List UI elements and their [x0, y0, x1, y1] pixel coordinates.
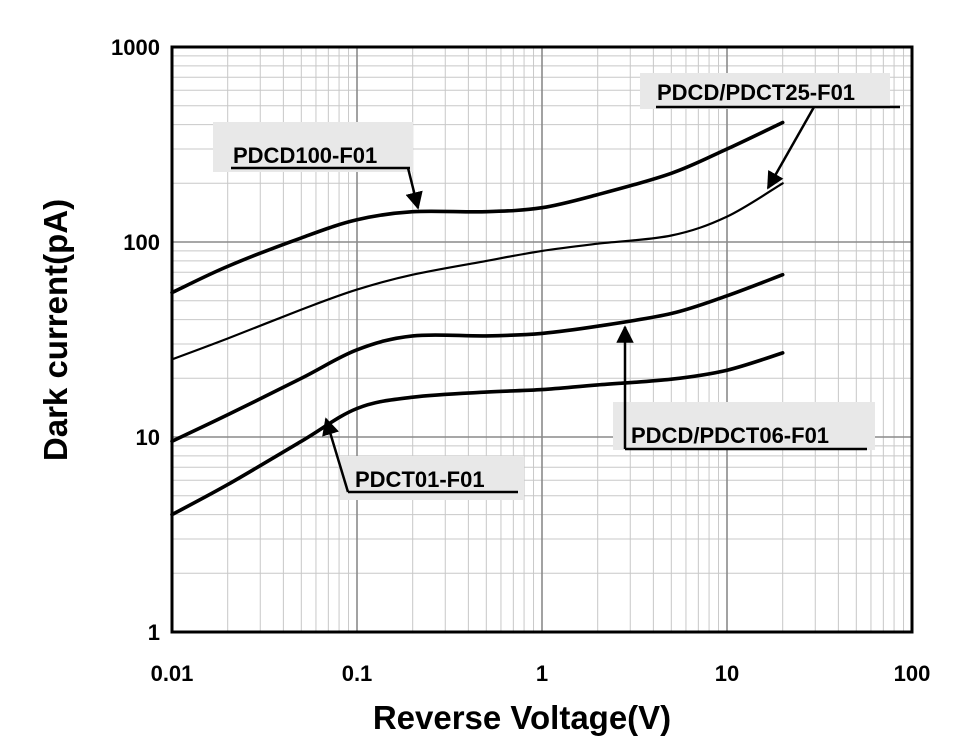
annotation-label-pdct01: PDCT01-F01	[355, 467, 485, 492]
annotation-box	[613, 402, 875, 450]
annotation-label-pdcd100: PDCD100-F01	[233, 143, 377, 168]
annotation-arrow	[322, 417, 350, 493]
series-line-pdcd100-f01	[170, 120, 785, 295]
annotation-pdcd25: PDCD/PDCT25-F01	[640, 73, 900, 190]
y-tick-label: 1000	[111, 35, 160, 60]
annotation-box	[213, 122, 413, 172]
y-tick-label: 10	[136, 425, 160, 450]
x-axis-title: Reverse Voltage(V)	[373, 699, 671, 736]
plot-frame	[170, 45, 914, 634]
x-tick-label: 1	[536, 661, 548, 686]
annotation-arrow	[766, 106, 816, 190]
series-line-pdcd-pdct25-f01	[170, 182, 784, 361]
x-tick-label: 100	[894, 661, 931, 686]
annotation-label-pdcd25: PDCD/PDCT25-F01	[657, 80, 855, 105]
x-tick-label: 0.01	[151, 661, 194, 686]
annotation-pdct01: PDCT01-F01	[322, 417, 524, 500]
y-tick-label: 1	[148, 620, 160, 645]
annotation-pdcd100: PDCD100-F01	[213, 122, 423, 210]
annotation-box	[640, 73, 890, 109]
series-line-pdct01-f01	[170, 351, 785, 517]
series-lines	[170, 120, 785, 517]
annotation-label-pdcd06: PDCD/PDCT06-F01	[631, 423, 829, 448]
series-line-pdcd-pdct06-f01	[170, 272, 785, 444]
y-axis-title: Dark current(pA)	[37, 199, 74, 461]
annotation-pdcd06: PDCD/PDCT06-F01	[613, 325, 875, 451]
y-tick-label: 100	[123, 230, 160, 255]
x-tick-label: 10	[715, 661, 739, 686]
tick-labels: 0.01 0.1 1 10 100 1 10 100 1000	[111, 35, 930, 686]
annotation-arrow	[405, 167, 423, 210]
x-tick-label: 0.1	[342, 661, 373, 686]
